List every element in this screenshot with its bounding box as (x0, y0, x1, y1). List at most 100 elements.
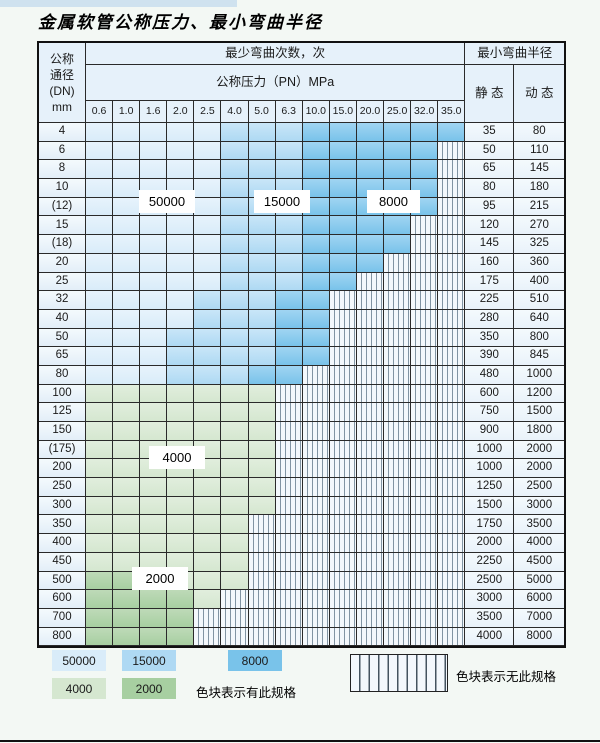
spec-cell (167, 272, 195, 292)
spec-cell (194, 608, 222, 628)
spec-cell (302, 160, 330, 180)
spec-cell (248, 496, 276, 516)
spec-cell (329, 291, 357, 310)
spec-cell (384, 141, 412, 161)
spec-cell (384, 291, 412, 310)
static-value-cell: 1000 (465, 440, 515, 460)
spec-cell (194, 403, 222, 422)
spec-cell (194, 235, 222, 254)
spec-cell (275, 608, 303, 628)
pressure-tick: 5.0 (248, 101, 276, 123)
spec-cell (86, 552, 114, 572)
spec-cell (248, 478, 276, 497)
spec-cell (329, 608, 357, 628)
spec-cell (167, 534, 195, 553)
spec-cell (275, 235, 303, 254)
spec-cell (438, 608, 466, 628)
spec-cell (356, 422, 385, 441)
spec-cell (384, 608, 412, 628)
spec-cell (329, 347, 357, 366)
spec-cell (221, 571, 249, 591)
spec-cell (356, 253, 385, 273)
spec-cell (194, 552, 222, 572)
spec-cell (384, 534, 412, 553)
static-value-cell: 280 (465, 309, 515, 329)
spec-cell (194, 422, 222, 441)
spec-cell (438, 253, 466, 273)
pressure-tick: 25.0 (384, 101, 412, 123)
spec-cell (302, 478, 330, 497)
dn-cell: 6 (39, 141, 86, 161)
dn-cell: 4 (39, 123, 86, 142)
spec-cell (384, 235, 412, 254)
spec-cell (302, 123, 330, 142)
spec-cell (356, 590, 385, 609)
spec-cell (167, 347, 195, 366)
spec-cell (248, 347, 276, 366)
spec-cell (221, 534, 249, 553)
dynamic-value-cell: 145 (514, 160, 565, 180)
spec-cell (438, 422, 466, 441)
spec-cell (113, 459, 141, 479)
spec-cell (221, 478, 249, 497)
spec-cell (438, 571, 466, 591)
spec-cell (221, 123, 249, 142)
pressure-tick: 2.0 (167, 101, 195, 123)
spec-cell (302, 309, 330, 329)
dn-cell: 40 (39, 309, 86, 329)
spec-cell (275, 328, 303, 348)
static-value-cell: 35 (465, 123, 515, 142)
spec-cell (411, 309, 439, 329)
spec-cell (86, 534, 114, 553)
dynamic-value-cell: 8000 (514, 627, 565, 647)
spec-cell (275, 552, 303, 572)
spec-cell (329, 515, 357, 535)
dynamic-value-cell: 1000 (514, 365, 565, 385)
spec-cell (113, 403, 141, 422)
spec-cell (194, 197, 222, 217)
spec-cell (411, 571, 439, 591)
spec-cell (356, 608, 385, 628)
spec-cell (140, 365, 168, 385)
spec-cell (113, 496, 141, 516)
static-value-cell: 480 (465, 365, 515, 385)
spec-cell (248, 123, 276, 142)
spec-cell (140, 123, 168, 142)
spec-cell (411, 365, 439, 385)
spec-cell (411, 123, 439, 142)
spec-cell (411, 403, 439, 422)
spec-cell (384, 459, 412, 479)
spec-cell (275, 571, 303, 591)
spec-cell (384, 478, 412, 497)
dynamic-value-cell: 1800 (514, 422, 565, 441)
spec-cell (140, 160, 168, 180)
spec-cell (302, 440, 330, 460)
spec-cell (248, 608, 276, 628)
spec-cell (167, 160, 195, 180)
spec-cell (384, 590, 412, 609)
spec-cell (438, 627, 466, 647)
spec-cell (329, 160, 357, 180)
spec-cell (356, 141, 385, 161)
spec-cell (248, 216, 276, 236)
spec-cell (411, 515, 439, 535)
static-value-cell: 350 (465, 328, 515, 348)
spec-cell (275, 422, 303, 441)
spec-cell (411, 160, 439, 180)
pressure-tick: 6.3 (275, 101, 303, 123)
spec-cell (329, 309, 357, 329)
spec-cell (302, 590, 330, 609)
spec-cell (411, 347, 439, 366)
spec-cell (113, 197, 141, 217)
spec-cell (167, 291, 195, 310)
spec-cell (113, 515, 141, 535)
spec-cell (356, 365, 385, 385)
spec-cell (329, 141, 357, 161)
dn-cell: 8 (39, 160, 86, 180)
spec-cell (248, 309, 276, 329)
spec-cell (329, 216, 357, 236)
spec-cell (356, 235, 385, 254)
spec-cell (113, 534, 141, 553)
spec-cell (438, 590, 466, 609)
